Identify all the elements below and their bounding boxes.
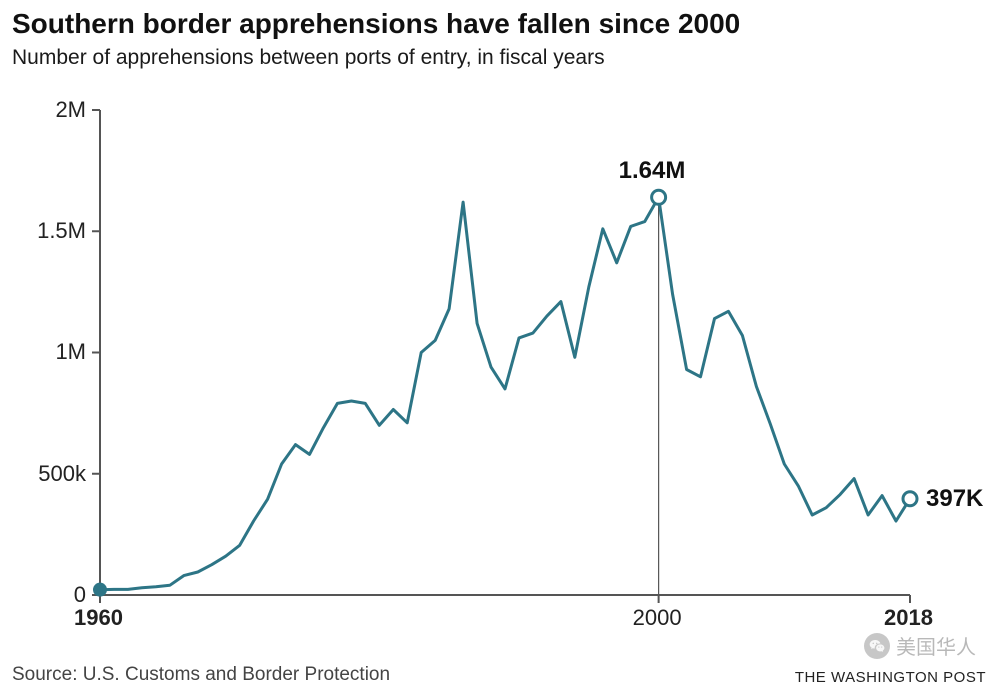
y-axis-label: 0 [74,582,86,608]
y-axis-label: 1M [55,339,86,365]
chart-title: Southern border apprehensions have falle… [12,8,740,40]
line-chart-svg [100,110,910,595]
x-axis-label: 2000 [633,605,682,631]
chart-plot-area [100,110,910,595]
y-axis-label: 500k [38,461,86,487]
end-annotation: 397K [926,485,983,513]
x-axis-label: 1960 [74,605,123,631]
watermark: 美国华人 [864,631,976,660]
wechat-icon [864,633,890,659]
chart-subtitle: Number of apprehensions between ports of… [12,46,605,70]
y-axis-label: 1.5M [37,218,86,244]
y-axis-label: 2M [55,97,86,123]
publisher-credit: THE WASHINGTON POST [795,669,986,686]
x-axis-label: 2018 [884,605,933,631]
watermark-text: 美国华人 [896,631,976,660]
peak-annotation: 1.64M [619,157,686,185]
source-attribution: Source: U.S. Customs and Border Protecti… [12,664,390,686]
